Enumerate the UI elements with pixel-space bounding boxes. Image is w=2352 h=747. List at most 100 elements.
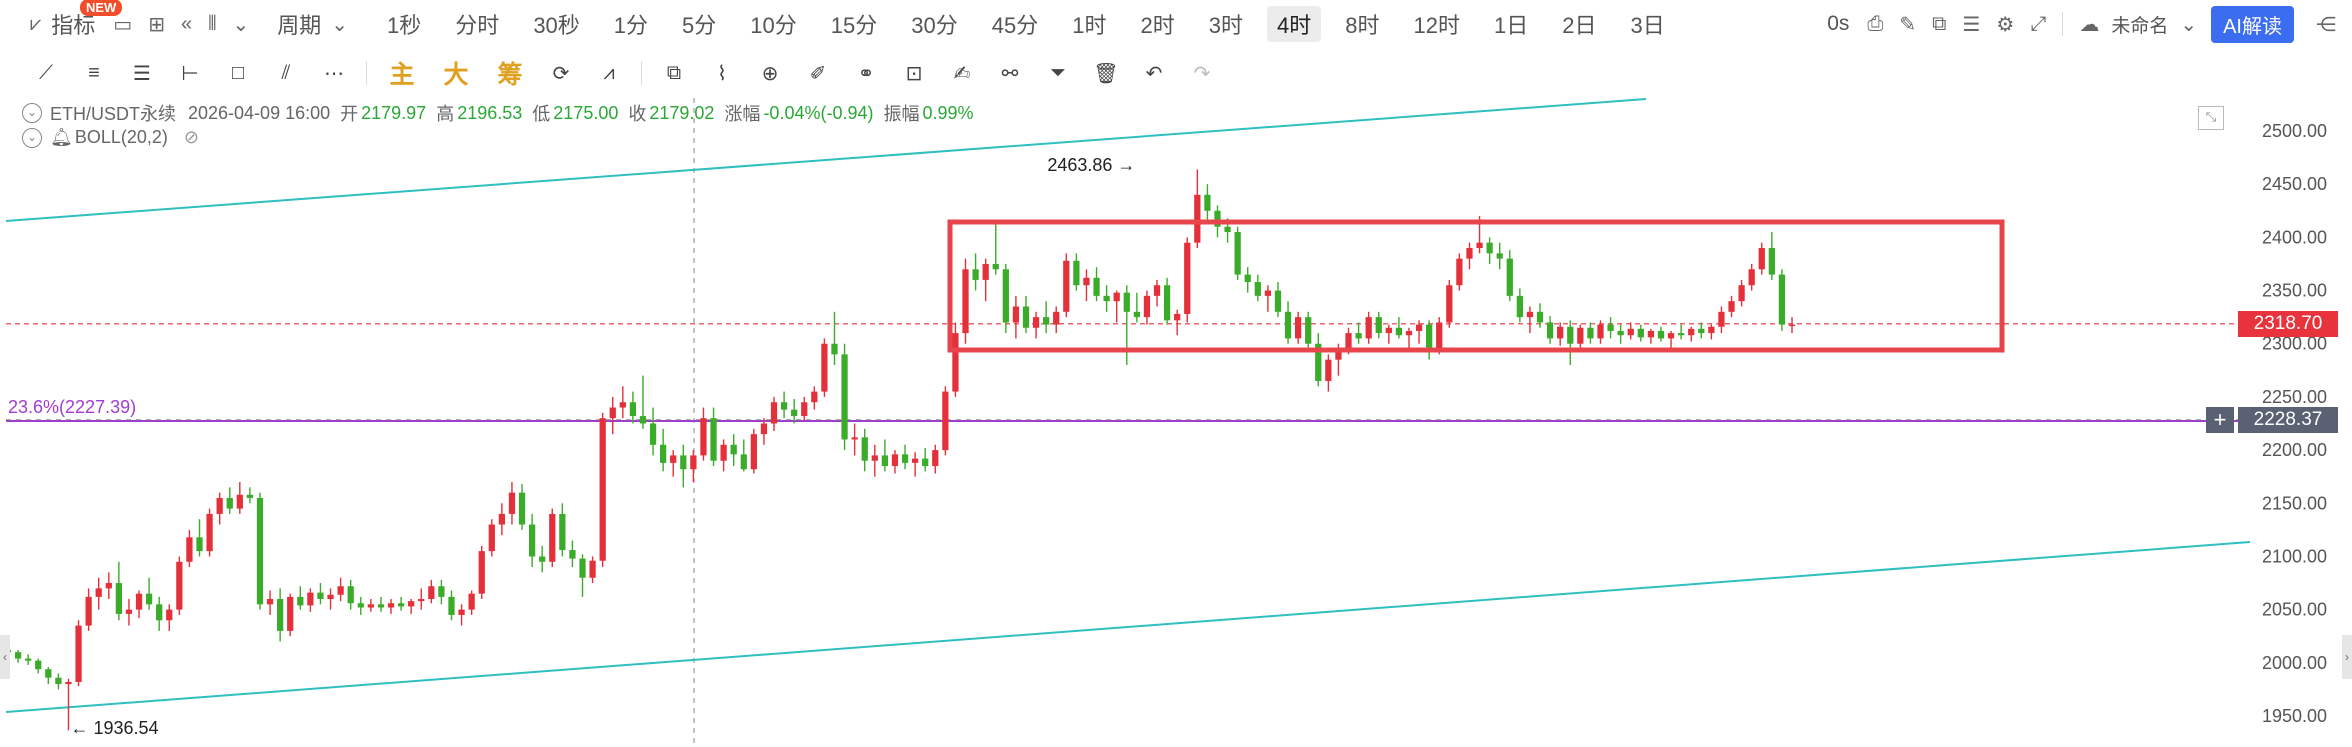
timeframe-tab[interactable]: 3时: [1208, 13, 1243, 38]
cloud-icon[interactable]: ☁: [2079, 13, 2100, 36]
candle-datetime: 2026-04-09 16:00: [188, 102, 331, 123]
bell-icon[interactable]: 🔔︎: [50, 127, 73, 147]
main-chart-toggle[interactable]: 主: [389, 61, 415, 89]
timeframe-tab[interactable]: 1分: [613, 13, 649, 38]
chevron-down-icon[interactable]: ⌄: [232, 13, 250, 36]
link-icon[interactable]: ⚯: [1001, 62, 1019, 85]
horizontal-lines-icon[interactable]: ☰: [133, 62, 151, 85]
timeframe-tab[interactable]: 2时: [1140, 13, 1175, 38]
list-icon[interactable]: ☰: [1962, 13, 1981, 36]
gear-icon[interactable]: ⚙: [1996, 13, 2015, 36]
candle-body: [982, 263, 989, 280]
timeframe-tab[interactable]: 4时: [1266, 6, 1322, 42]
pen-icon[interactable]: ✎: [1899, 13, 1917, 36]
trash-icon[interactable]: 🗑: [1093, 62, 1119, 85]
timeframe-tab[interactable]: 分时: [455, 13, 500, 38]
candle-body: [680, 455, 687, 470]
candle-body: [508, 492, 516, 514]
collapse-chevron-icon[interactable]: ⌄: [22, 103, 42, 123]
candle-body: [1204, 194, 1211, 211]
timeframe-tab[interactable]: 1日: [1493, 13, 1529, 38]
timeframe-tab[interactable]: 10分: [750, 13, 797, 38]
candle-body: [1123, 292, 1130, 312]
candle-body: [1153, 285, 1161, 296]
indicator-button[interactable]: 指标: [51, 13, 96, 38]
indicator-icon[interactable]: ⩗: [30, 12, 42, 35]
rewind-icon[interactable]: «: [180, 12, 193, 35]
timeframe-tab[interactable]: 5分: [682, 13, 717, 38]
horizontal-ray-icon[interactable]: ⊢: [181, 62, 199, 85]
indicator-collapse-icon[interactable]: ⌄: [22, 127, 42, 148]
timeframe-tab[interactable]: 1时: [1072, 13, 1107, 38]
candle-body: [992, 263, 999, 270]
high-annotation: 2463.86 →: [1047, 155, 1136, 176]
trend-line-icon[interactable]: ⟋: [39, 61, 53, 84]
camera-icon[interactable]: ⎙: [1867, 12, 1884, 35]
left-scroll-arrow[interactable]: ‹: [0, 635, 10, 679]
right-scroll-arrow[interactable]: ›: [2342, 635, 2352, 679]
note-icon[interactable]: ⧉: [1932, 12, 1947, 35]
candle-body: [1022, 306, 1030, 328]
timeframe-tab[interactable]: 3日: [1630, 13, 1665, 38]
add-alert-button[interactable]: +: [2206, 406, 2234, 433]
magnet-icon[interactable]: ⩘: [603, 61, 615, 84]
chart-type-icon[interactable]: ⫴: [208, 12, 217, 35]
grid-icon[interactable]: ⊞: [148, 13, 165, 36]
candle-body: [1577, 327, 1584, 344]
copy-icon[interactable]: ⧉: [666, 61, 682, 84]
share-icon[interactable]: ⋲: [2316, 13, 2336, 36]
change-value: -0.04%(-0.94): [763, 102, 874, 123]
candle-body: [488, 524, 495, 552]
timeframe-tab[interactable]: 45分: [991, 13, 1039, 38]
zoom-in-icon[interactable]: ⊕: [761, 62, 779, 85]
timeframe-tab[interactable]: 2日: [1562, 13, 1597, 38]
fib-icon[interactable]: ⫽: [281, 61, 291, 84]
more-icon[interactable]: ⋯: [324, 62, 344, 85]
candle-body: [1546, 322, 1554, 339]
toolbar-divider: [2062, 12, 2064, 36]
timeframe-tab[interactable]: 12时: [1413, 13, 1460, 38]
candle-body: [1002, 269, 1009, 323]
candle-body: [115, 583, 122, 614]
timeframe-tabs: 1秒 分时 30秒 1分 5分 10分 15分 30分 45分 1时 2时 3时 4时 8时 12时 1日 2日…: [370, 6, 1682, 42]
visibility-icon[interactable]: ⊘: [183, 127, 200, 147]
y-axis-tick: 2050.00: [2262, 600, 2327, 620]
layout-chevron-icon[interactable]: ⌄: [2180, 13, 2198, 36]
rectangle-icon[interactable]: □: [231, 61, 245, 84]
big-order-toggle[interactable]: 大: [443, 61, 469, 89]
top-right-toolbar: 0s ⎙ ✎ ⧉ ☰ ⚙ ⤢ ☁ 未命名 ⌄ AI解读 ⋲: [1817, 0, 2352, 48]
timeframe-tab[interactable]: 30秒: [533, 13, 580, 38]
candle-body: [1657, 330, 1665, 339]
candle-body: [1405, 330, 1413, 336]
timeframe-tab[interactable]: 1秒: [387, 13, 422, 38]
parallel-lines-icon[interactable]: ≡: [88, 61, 100, 84]
redo-icon[interactable]: ↷: [1193, 62, 1211, 85]
drawing-toolbar: ⟋ ≡ ☰ ⊢ □ ⫽ ⋯ 主 大 筹 ⟳ ⩘ ⧉ ⌇ ⊕ ✐ ⚭ ⊡ ✍ ⚯ …: [0, 52, 2352, 94]
layout-icon[interactable]: ▭: [113, 13, 133, 36]
period-chevron-icon[interactable]: ⌄: [331, 13, 349, 36]
period-button[interactable]: 周期: [277, 13, 322, 38]
countdown: 0s: [1827, 12, 1850, 35]
lock-icon[interactable]: ⊡: [905, 62, 923, 85]
fullscreen-icon[interactable]: ⤢: [2030, 12, 2047, 35]
filter-icon[interactable]: ⏷: [1050, 61, 1066, 84]
timeframe-tab[interactable]: 8时: [1345, 13, 1380, 38]
timeframe-tab[interactable]: 30分: [911, 13, 958, 38]
undo-icon[interactable]: ↶: [1145, 62, 1163, 85]
candle-body: [1526, 311, 1534, 318]
candle-body: [720, 444, 727, 461]
candle-body: [811, 391, 818, 403]
edit-icon[interactable]: ✍: [953, 62, 971, 85]
expand-icon[interactable]: ⤡: [2198, 106, 2224, 130]
unnamed-layout-button[interactable]: 未命名: [2111, 15, 2169, 37]
sync-icon[interactable]: ⟳: [552, 62, 570, 85]
candle-body: [428, 586, 435, 599]
binoculars-icon[interactable]: ⚭: [857, 62, 875, 85]
timeframe-tab[interactable]: 15分: [830, 13, 878, 38]
chip-toggle[interactable]: 筹: [497, 61, 523, 89]
change-label: 涨幅: [724, 104, 761, 124]
ruler-icon[interactable]: ⌇: [717, 62, 727, 85]
ai-analysis-button[interactable]: AI解读: [2211, 5, 2294, 43]
brush-icon[interactable]: ✐: [809, 62, 827, 85]
